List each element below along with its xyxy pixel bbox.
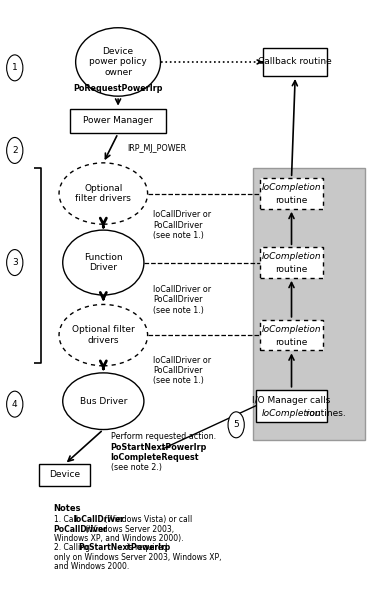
Ellipse shape (76, 28, 161, 96)
FancyBboxPatch shape (260, 320, 323, 350)
Text: IoCallDriver or
PoCallDriver
(see note 1.): IoCallDriver or PoCallDriver (see note 1… (153, 285, 211, 314)
FancyBboxPatch shape (255, 390, 328, 422)
Text: Windows XP, and Windows 2000).: Windows XP, and Windows 2000). (54, 534, 183, 543)
FancyBboxPatch shape (70, 109, 166, 133)
Text: Bus Driver: Bus Driver (80, 396, 127, 406)
Text: IoCallDriver or
PoCallDriver
(see note 1.): IoCallDriver or PoCallDriver (see note 1… (153, 356, 211, 385)
Text: 1. Call: 1. Call (54, 515, 80, 524)
Text: (see note 2.): (see note 2.) (111, 463, 162, 471)
Text: IoCompletion: IoCompletion (262, 252, 321, 261)
FancyBboxPatch shape (260, 178, 323, 209)
Text: 4: 4 (12, 399, 18, 409)
Ellipse shape (59, 163, 148, 224)
Circle shape (228, 412, 244, 438)
Text: Device
power policy
owner: Device power policy owner (89, 47, 147, 77)
Text: IoCallDriver: IoCallDriver (73, 515, 124, 524)
Text: and Windows 2000.: and Windows 2000. (54, 562, 129, 571)
Circle shape (7, 137, 23, 163)
Text: Notes: Notes (54, 504, 81, 513)
Text: IoCompleteRequest: IoCompleteRequest (111, 453, 199, 461)
Text: Optional filter
drivers: Optional filter drivers (72, 326, 135, 345)
Text: routine: routine (275, 337, 308, 347)
Text: only on Windows Server 2003, Windows XP,: only on Windows Server 2003, Windows XP, (54, 553, 221, 562)
Text: PoCallDriver: PoCallDriver (54, 525, 107, 533)
Text: IoCompletion: IoCompletion (262, 183, 321, 192)
Ellipse shape (59, 304, 148, 366)
Text: PoRequestPowerIrp: PoRequestPowerIrp (73, 84, 163, 93)
Text: (Windows Vista) or call: (Windows Vista) or call (102, 515, 193, 524)
Circle shape (7, 55, 23, 81)
Text: Optional
filter drivers: Optional filter drivers (75, 184, 131, 203)
Ellipse shape (63, 230, 144, 295)
FancyBboxPatch shape (253, 168, 365, 440)
Text: IoCompletion: IoCompletion (262, 324, 321, 334)
Text: 1: 1 (12, 63, 18, 73)
Text: IRP_MJ_POWER: IRP_MJ_POWER (127, 144, 186, 153)
Text: IoCompletion: IoCompletion (262, 408, 321, 418)
Text: is required: is required (124, 543, 167, 552)
Text: 3: 3 (12, 258, 18, 267)
Text: (Windows Server 2003,: (Windows Server 2003, (83, 525, 174, 533)
Circle shape (7, 391, 23, 417)
Text: Perform requested action.: Perform requested action. (111, 432, 216, 441)
FancyBboxPatch shape (39, 464, 90, 486)
Text: I/O Manager calls: I/O Manager calls (252, 395, 331, 405)
Text: routine: routine (275, 196, 308, 205)
Text: routine: routine (275, 265, 308, 274)
Text: 2. Calling: 2. Calling (54, 543, 92, 552)
Text: PoStartNextPowerIrp: PoStartNextPowerIrp (78, 543, 170, 552)
Text: IoCallDriver or
PoCallDriver
(see note 1.): IoCallDriver or PoCallDriver (see note 1… (153, 211, 211, 240)
Text: Device: Device (49, 470, 80, 480)
Text: Power Manager: Power Manager (83, 116, 153, 126)
Circle shape (7, 250, 23, 276)
FancyBboxPatch shape (260, 247, 323, 278)
FancyBboxPatch shape (263, 48, 328, 76)
Text: 5: 5 (233, 420, 239, 430)
Text: Function
Driver: Function Driver (84, 253, 123, 272)
Ellipse shape (63, 373, 144, 430)
Text: 2: 2 (12, 146, 18, 155)
Text: PoStartNextPowerIrp: PoStartNextPowerIrp (111, 442, 207, 451)
Text: routines.: routines. (303, 408, 346, 418)
Text: Callback routine: Callback routine (258, 57, 332, 67)
